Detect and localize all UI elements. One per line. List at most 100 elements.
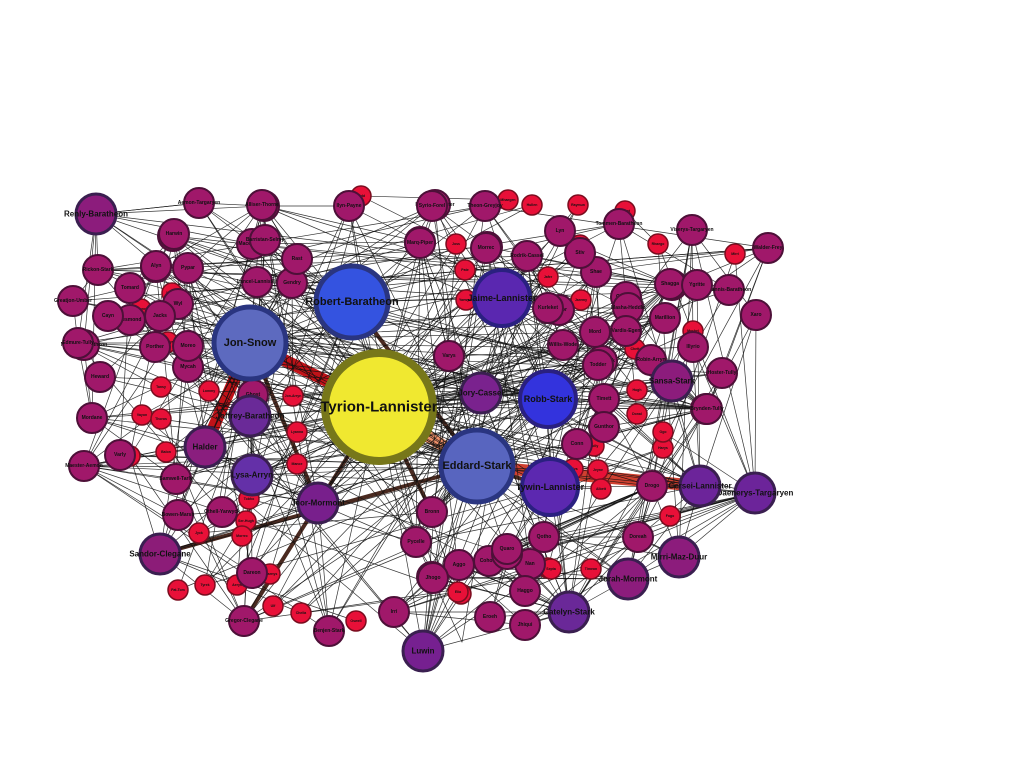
node-Bronn[interactable]: Bronn — [416, 496, 448, 528]
node-circle[interactable] — [230, 453, 274, 497]
node-circle[interactable] — [474, 601, 506, 633]
node-Raymun[interactable]: Raymun — [567, 194, 589, 216]
node-circle[interactable] — [567, 194, 589, 216]
node-circle[interactable] — [281, 243, 313, 275]
node-circle[interactable] — [579, 316, 611, 348]
node-Rast[interactable]: Rast — [281, 243, 313, 275]
node-Mhaegen[interactable]: Mhaegen — [497, 189, 519, 211]
node-circle[interactable] — [636, 470, 668, 502]
node-Hugh[interactable]: Hugh — [626, 379, 648, 401]
node-circle[interactable] — [561, 428, 593, 460]
node-Varys[interactable]: Varys — [433, 340, 465, 372]
node-circle[interactable] — [676, 214, 708, 246]
node-Jacks[interactable]: Jacks — [144, 300, 176, 332]
node-Aemon-Targaryen[interactable]: Aemon-Targaryen — [178, 187, 220, 219]
node-circle[interactable] — [713, 274, 745, 306]
node-circle[interactable] — [649, 302, 681, 334]
node-Qotho[interactable]: Qotho — [528, 521, 560, 553]
node-Ulf[interactable]: Ulf — [262, 595, 284, 617]
node-circle[interactable] — [606, 557, 650, 601]
node-Tywin-Lannister[interactable]: Tywin-Lannister — [516, 457, 585, 517]
node-circle[interactable] — [470, 232, 502, 264]
node-Maester-Aemon[interactable]: Maester-Aemon — [65, 450, 103, 482]
node-circle[interactable] — [84, 361, 116, 393]
node-circle[interactable] — [76, 402, 108, 434]
node-Aggo[interactable]: Aggo — [443, 549, 475, 581]
node-Albett[interactable]: Albett — [590, 478, 612, 500]
node-circle[interactable] — [400, 526, 432, 558]
node-circle[interactable] — [443, 549, 475, 581]
node-Stiv[interactable]: Stiv — [564, 237, 596, 269]
node-circle[interactable] — [246, 189, 278, 221]
node-Jafer[interactable]: Jafer — [537, 266, 559, 288]
node-Joss[interactable]: Joss — [445, 233, 467, 255]
node-Porther[interactable]: Porther — [139, 331, 171, 363]
node-Shagga[interactable]: Shagga — [654, 268, 686, 300]
node-Illyrio[interactable]: Illyrio — [677, 331, 709, 363]
node-Rickon-Stark[interactable]: Rickon-Stark — [82, 254, 114, 286]
node-Drogo[interactable]: Drogo — [636, 470, 668, 502]
node-Haggo[interactable]: Haggo — [509, 575, 541, 607]
node-Balon[interactable]: Balon — [155, 441, 177, 463]
node-circle[interactable] — [228, 605, 260, 637]
node-circle[interactable] — [416, 496, 448, 528]
node-Fat-Tom[interactable]: Fat-Tom — [167, 579, 189, 601]
node-Sandor-Clegane[interactable]: Sandor-Clegane — [129, 532, 191, 576]
node-circle[interactable] — [677, 331, 709, 363]
node-circle[interactable] — [162, 499, 194, 531]
node-Quaro[interactable]: Quaro — [491, 533, 523, 565]
node-Jon-Arryn[interactable]: Jon-Arryn — [282, 385, 304, 407]
node-circle[interactable] — [416, 190, 448, 222]
node-Marq-Piper[interactable]: Marq-Piper — [404, 227, 436, 259]
node-Tansy[interactable]: Tansy — [150, 376, 172, 398]
node-Heward[interactable]: Heward — [84, 361, 116, 393]
node-Irri[interactable]: Irri — [378, 596, 410, 628]
node-circle[interactable] — [144, 300, 176, 332]
node-circle[interactable] — [547, 590, 591, 634]
node-Harwin[interactable]: Harwin — [158, 218, 190, 250]
node-circle[interactable] — [532, 292, 564, 324]
node-Marillion[interactable]: Marillion — [649, 302, 681, 334]
node-circle[interactable] — [454, 259, 476, 281]
node-circle[interactable] — [459, 371, 503, 415]
node-Robert-Baratheon[interactable]: Robert-Baratheon — [305, 263, 399, 341]
node-circle[interactable] — [140, 250, 172, 282]
node-circle[interactable] — [172, 252, 204, 284]
node-circle[interactable] — [321, 349, 437, 465]
node-Willis-Wode[interactable]: Willis-Wode — [547, 329, 579, 361]
node-circle[interactable] — [681, 269, 713, 301]
node-Joffrey-Baratheon[interactable]: Joffrey-Baratheon — [216, 394, 285, 438]
node-circle[interactable] — [582, 349, 614, 381]
node-circle[interactable] — [590, 478, 612, 500]
node-Jaime-Lannister[interactable]: Jaime-Lannister — [467, 268, 537, 328]
node-Ogo[interactable]: Ogo — [652, 421, 674, 443]
node-Catelyn-Stark[interactable]: Catelyn-Stark — [543, 590, 595, 634]
node-Mord[interactable]: Mord — [579, 316, 611, 348]
node-Halder[interactable]: Halder — [183, 425, 227, 469]
node-Othell-Yarwyck[interactable]: Othell-Yarwyck — [204, 496, 240, 528]
node-circle[interactable] — [659, 505, 681, 527]
node-Dareon[interactable]: Dareon — [236, 557, 268, 589]
node-circle[interactable] — [706, 357, 738, 389]
node-Conn[interactable]: Conn — [561, 428, 593, 460]
node-Morrec[interactable]: Morrec — [470, 232, 502, 264]
node-Bowen-Marsh[interactable]: Bowen-Marsh — [162, 499, 195, 531]
node-Timeon[interactable]: Timeon — [580, 558, 602, 580]
node-circle[interactable] — [188, 522, 210, 544]
node-Stannis-Baratheon[interactable]: Stannis-Baratheon — [707, 274, 751, 306]
node-circle[interactable] — [626, 403, 648, 425]
node-Vardis-Egen[interactable]: Vardis-Egen — [610, 315, 642, 347]
node-circle[interactable] — [518, 369, 578, 429]
node-Samwell-Tarly[interactable]: Samwell-Tarly — [159, 463, 193, 495]
node-Thoros[interactable]: Thoros — [150, 408, 172, 430]
node-Hoster-Tully[interactable]: Hoster-Tully — [706, 357, 738, 389]
node-circle[interactable] — [167, 579, 189, 601]
node-Elia[interactable]: Elia — [447, 581, 469, 603]
node-circle[interactable] — [417, 562, 449, 594]
node-circle[interactable] — [114, 272, 146, 304]
node-Jeor-Mormont[interactable]: Jeor-Mormont — [291, 481, 345, 525]
node-Oswell[interactable]: Oswell — [345, 610, 367, 632]
node-circle[interactable] — [74, 192, 118, 236]
node-circle[interactable] — [404, 227, 436, 259]
node-Gunthor[interactable]: Gunthor — [588, 411, 620, 443]
